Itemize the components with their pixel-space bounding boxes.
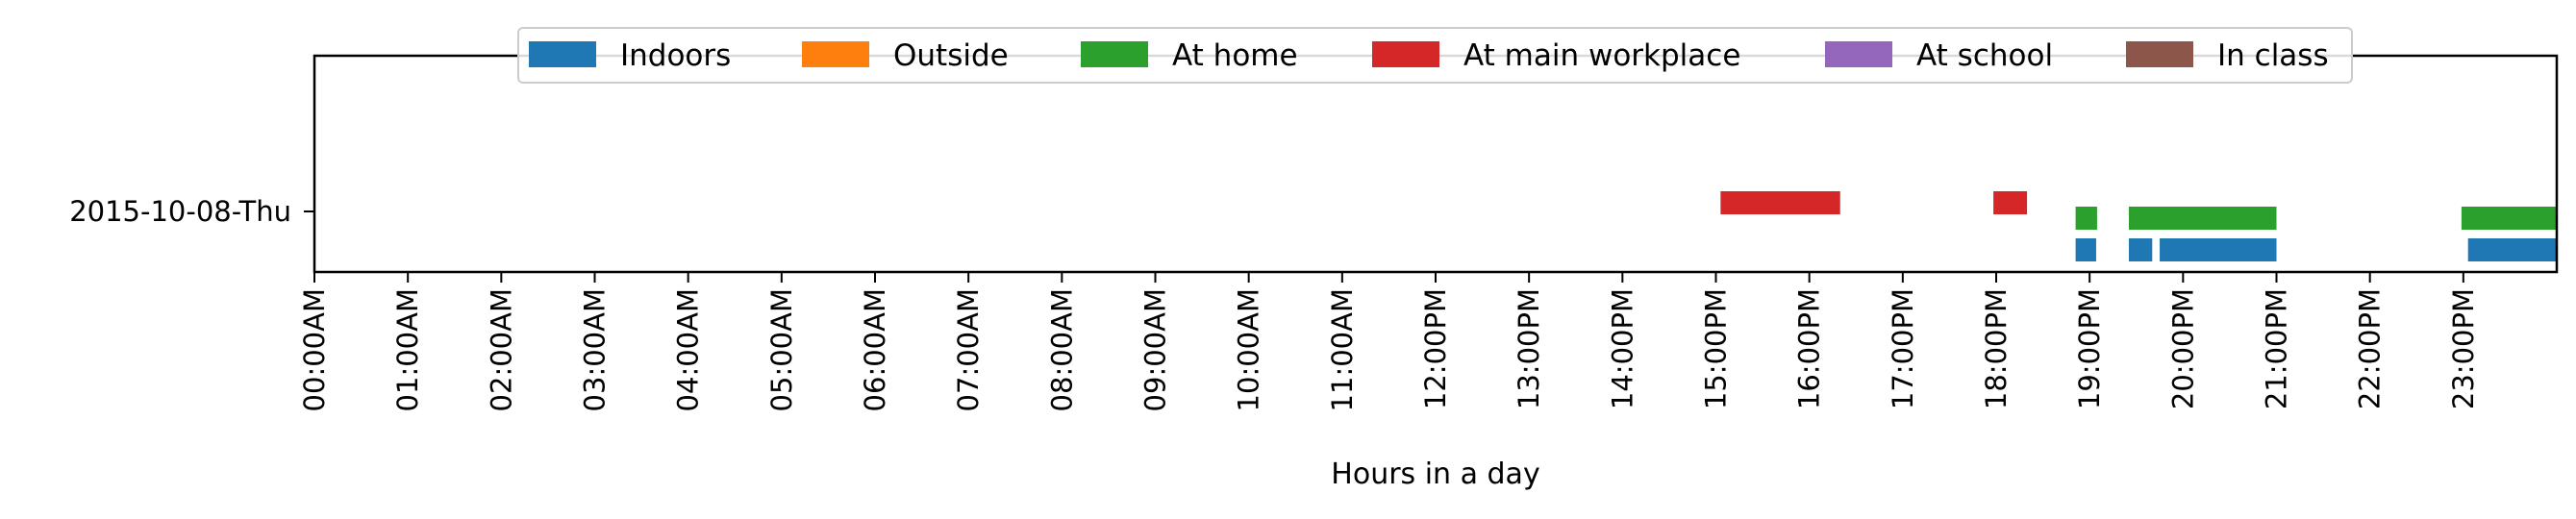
x-tick-label: 10:00AM: [1233, 288, 1265, 411]
activity-bars: [1720, 191, 2557, 261]
legend-swatch-indoors: [529, 41, 596, 67]
x-tick-label: 02:00AM: [485, 288, 517, 411]
x-tick-label: 20:00PM: [2166, 288, 2199, 409]
bar-at-home: [2075, 207, 2097, 230]
x-axis: 00:00AM 01:00AM 02:00AM 03:00AM 04:00AM 05:00…: [298, 272, 2480, 411]
x-tick-label: 21:00PM: [2261, 288, 2293, 409]
bar-at-main-workplace: [1993, 191, 2028, 214]
x-tick-label: 04:00AM: [672, 288, 705, 411]
legend-label-in-class: In class: [2217, 38, 2329, 73]
x-tick-label: 11:00AM: [1326, 288, 1359, 411]
legend-swatch-in-class: [2126, 41, 2193, 67]
y-axis: 2015-10-08-Thu: [69, 195, 314, 228]
x-tick-label: 16:00PM: [1793, 288, 1826, 409]
x-axis-label: Hours in a day: [1331, 457, 1539, 491]
x-tick-label: 14:00PM: [1606, 288, 1638, 409]
legend-label-at-home: At home: [1172, 38, 1298, 73]
legend-swatch-at-main-workplace: [1372, 41, 1439, 67]
legend-label-indoors: Indoors: [620, 38, 731, 73]
legend-swatch-at-school: [1825, 41, 1892, 67]
x-tick-label: 18:00PM: [1980, 288, 2013, 409]
x-tick-label: 00:00AM: [298, 288, 331, 411]
x-tick-label: 01:00AM: [391, 288, 424, 411]
y-tick-label: 2015-10-08-Thu: [69, 195, 291, 228]
bar-indoors: [2128, 238, 2153, 261]
legend-label-outside: Outside: [893, 38, 1009, 73]
x-tick-label: 07:00AM: [952, 288, 985, 411]
bar-at-main-workplace: [1720, 191, 1840, 214]
legend-label-at-main-workplace: At main workplace: [1463, 38, 1740, 73]
legend-swatch-at-home: [1081, 41, 1148, 67]
x-tick-label: 03:00AM: [579, 288, 612, 411]
x-tick-label: 22:00PM: [2354, 288, 2387, 409]
bar-at-home: [2461, 207, 2557, 230]
x-tick-label: 08:00AM: [1045, 288, 1078, 411]
bar-at-home: [2128, 207, 2277, 230]
x-tick-label: 09:00AM: [1139, 288, 1172, 411]
bar-indoors: [2467, 238, 2557, 261]
bar-indoors: [2160, 238, 2277, 261]
legend-swatch-outside: [802, 41, 869, 67]
x-tick-label: 13:00PM: [1513, 288, 1545, 409]
x-tick-label: 23:00PM: [2447, 288, 2480, 409]
x-tick-label: 15:00PM: [1700, 288, 1733, 409]
x-tick-label: 12:00PM: [1419, 288, 1452, 409]
bar-indoors: [2075, 238, 2096, 261]
x-tick-label: 06:00AM: [859, 288, 891, 411]
x-tick-label: 05:00AM: [765, 288, 798, 411]
legend: Indoors Outside At home At main workplace At…: [517, 27, 2353, 84]
x-tick-label: 17:00PM: [1887, 288, 1919, 409]
x-tick-label: 19:00PM: [2073, 288, 2106, 409]
legend-label-at-school: At school: [1916, 38, 2053, 73]
